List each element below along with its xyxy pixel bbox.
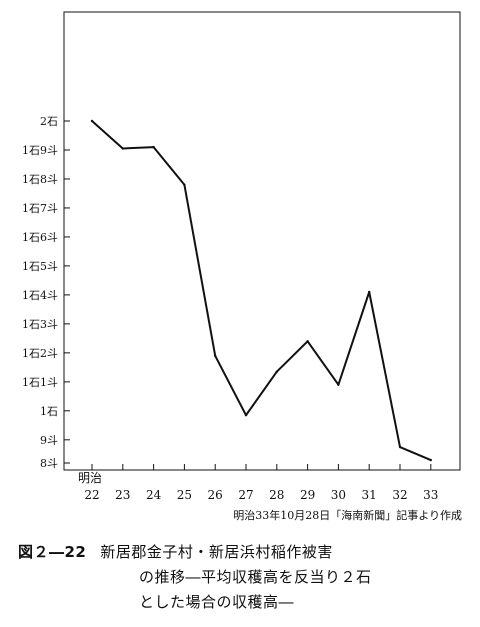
y-tick-label: 1石2斗: [22, 347, 58, 360]
x-tick-label: 28: [269, 488, 284, 502]
x-tick-label: 27: [238, 488, 253, 502]
y-tick-label: 1石7斗: [22, 202, 58, 215]
series-line: [91, 120, 432, 462]
data-point: [337, 383, 340, 386]
x-tick-label: 32: [392, 488, 407, 502]
data-point: [90, 119, 94, 123]
x-tick-label: 29: [300, 488, 315, 502]
chart: 2石1石9斗1石8斗1石7斗1石6斗1石5斗1石4斗1石3斗1石2斗1石1斗1石…: [22, 11, 462, 522]
y-tick-label: 1石8斗: [22, 173, 58, 186]
data-point: [306, 340, 309, 343]
y-tick-label: 9斗: [40, 434, 58, 447]
data-point: [398, 445, 402, 449]
y-tick-label: 1石4斗: [22, 289, 58, 302]
data-point: [275, 370, 278, 373]
x-tick-label: 33: [423, 488, 438, 502]
x-tick-label: 31: [362, 488, 377, 502]
y-tick-label: 2石: [40, 115, 58, 128]
y-tick-label: 8斗: [40, 457, 58, 470]
y-tick-label: 1石1斗: [22, 376, 58, 389]
y-axis: 2石1石9斗1石8斗1石7斗1石6斗1石5斗1石4斗1石3斗1石2斗1石1斗1石…: [22, 115, 70, 470]
x-tick-label: 30: [331, 488, 346, 502]
x-axis: 22 23 24 25 26 27 28 29 30 31 32 33: [84, 464, 438, 502]
plot-frame: [63, 11, 461, 471]
figure-caption: 図２―22 新居郡金子村・新居浜村稲作被害 の推移―平均収穫高を反当り２石 とした…: [18, 540, 468, 615]
caption-figure-id: 図２―22: [18, 543, 87, 561]
y-tick-label: 1石6斗: [22, 231, 58, 244]
x-tick-label: 22: [84, 488, 99, 502]
y-tick-label: 1石9斗: [22, 144, 58, 157]
x-tick-label: 26: [208, 488, 223, 502]
caption-line-1: 新居郡金子村・新居浜村稲作被害: [100, 543, 333, 561]
x-prefix-label: 明治: [78, 471, 102, 485]
data-point: [121, 147, 125, 150]
y-tick-label: 1石3斗: [22, 318, 58, 331]
data-point: [429, 458, 432, 462]
data-point: [152, 145, 155, 149]
x-tick-label: 23: [115, 488, 130, 502]
data-point: [368, 290, 371, 294]
x-tick-label: 24: [146, 488, 162, 502]
caption-line-2: の推移―平均収穫高を反当り２石: [139, 568, 372, 586]
caption-line-3: とした場合の収穫高―: [139, 593, 295, 611]
data-point: [244, 413, 248, 417]
data-point: [183, 183, 186, 186]
data-point: [214, 354, 217, 357]
x-tick-label: 25: [177, 488, 192, 502]
source-note: 明治33年10月28日「海南新聞」記事より作成: [233, 508, 462, 522]
y-tick-label: 1石: [40, 405, 58, 418]
y-tick-label: 1石5斗: [22, 260, 58, 273]
